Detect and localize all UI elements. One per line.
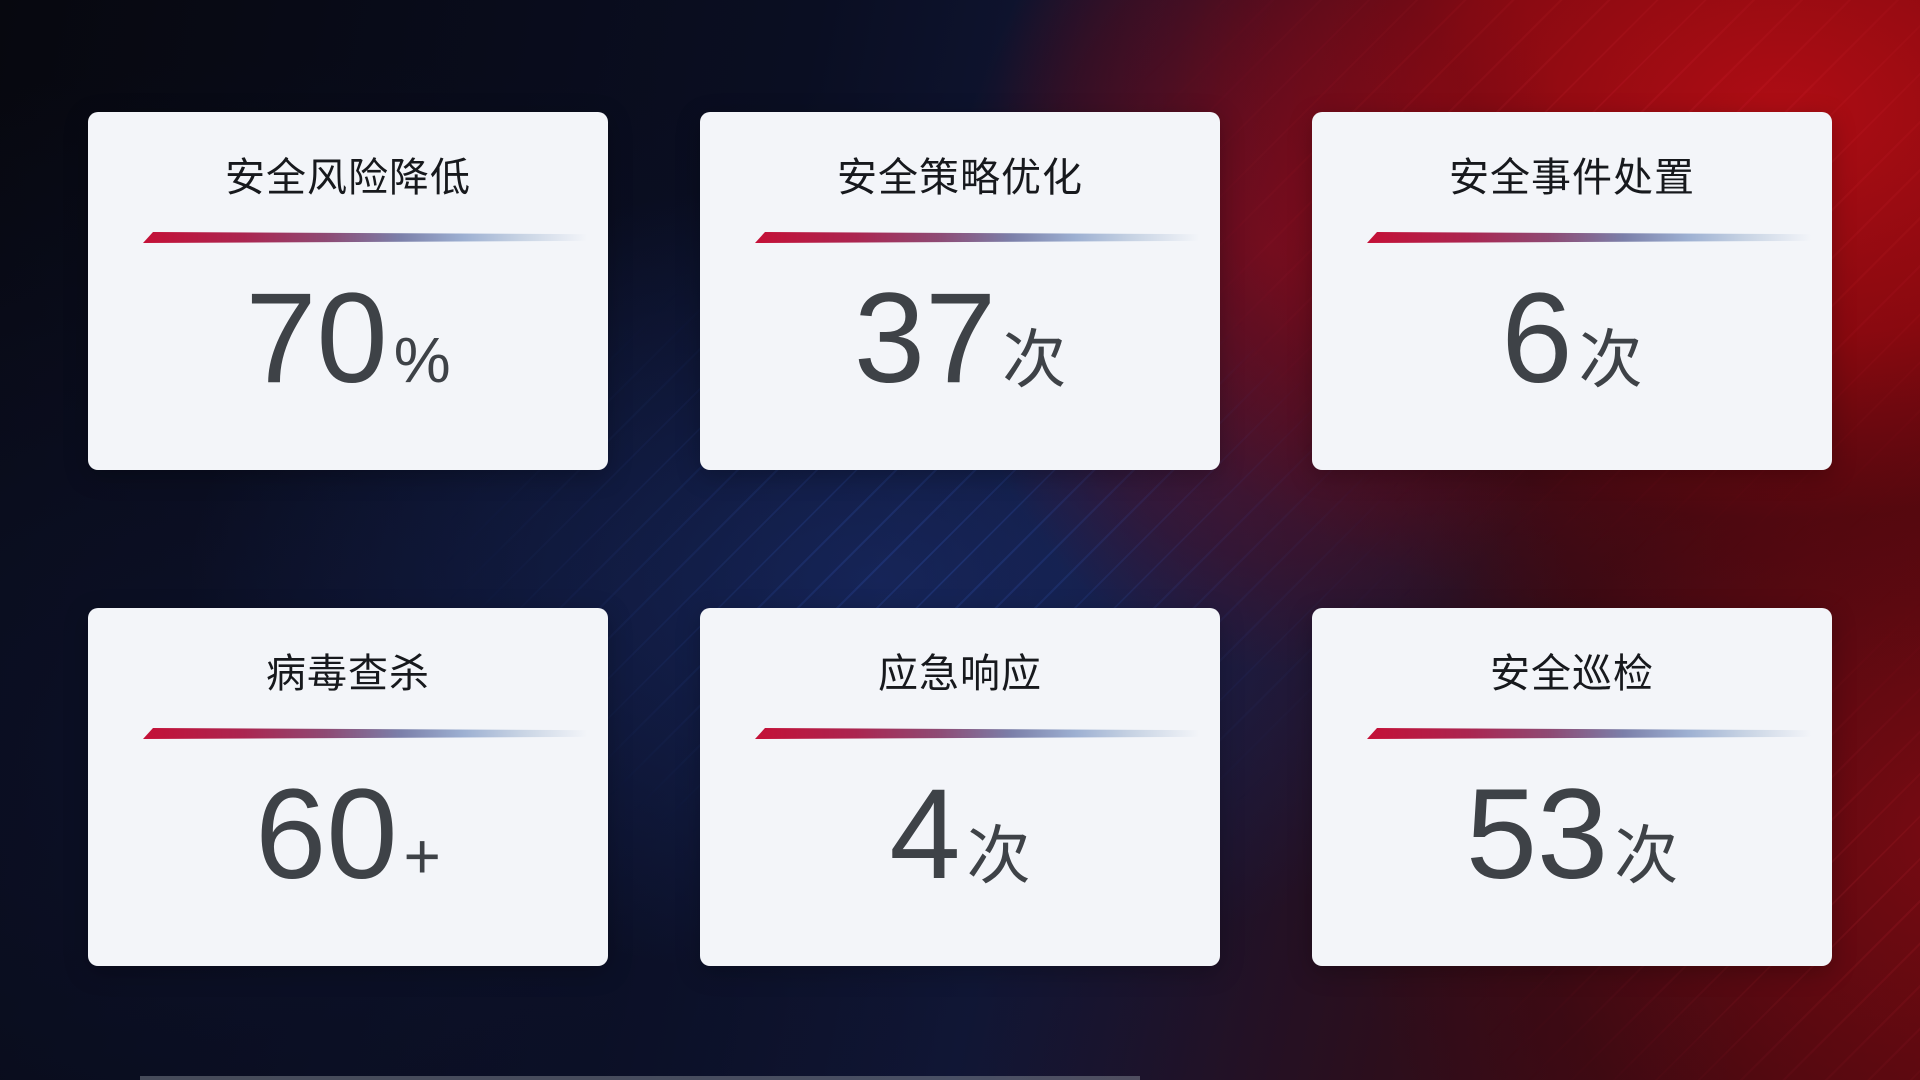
card-value: 6 次 (1312, 243, 1832, 470)
value-number: 37 (853, 266, 997, 410)
value-number: 53 (1465, 762, 1609, 906)
value-number: 60 (255, 762, 398, 906)
gradient-divider (755, 728, 1213, 739)
value-number: 70 (245, 266, 388, 410)
card-value: 53 次 (1312, 739, 1832, 966)
stat-card-incident-handling: 安全事件处置 6 次 (1312, 112, 1832, 470)
card-value: 37 次 (700, 243, 1220, 470)
value-unit: 次 (966, 819, 1031, 892)
value-unit: 次 (1614, 819, 1679, 892)
card-title: 安全策略优化 (837, 156, 1083, 200)
value-unit: 次 (1002, 323, 1067, 396)
value-group: 53 次 (1465, 762, 1679, 906)
value-group: 60 + (255, 762, 441, 906)
value-group: 6 次 (1501, 266, 1643, 410)
gradient-divider (1367, 728, 1825, 739)
stat-card-virus-scan: 病毒查杀 60 + (88, 608, 608, 966)
gradient-divider (143, 232, 601, 243)
card-title: 应急响应 (878, 652, 1042, 696)
stat-card-risk-reduction: 安全风险降低 70 % (88, 112, 608, 470)
stats-grid: 安全风险降低 70 % 安全策略优化 37 次 安全事件处置 (88, 112, 1832, 966)
value-unit: % (393, 323, 451, 396)
card-title: 安全巡检 (1490, 652, 1654, 696)
gradient-divider (143, 728, 601, 739)
value-number: 4 (889, 762, 961, 906)
value-group: 4 次 (889, 762, 1031, 906)
stat-card-security-inspection: 安全巡检 53 次 (1312, 608, 1832, 966)
value-number: 6 (1501, 266, 1573, 410)
value-unit: 次 (1578, 323, 1643, 396)
stat-card-policy-optimization: 安全策略优化 37 次 (700, 112, 1220, 470)
card-value: 4 次 (700, 739, 1220, 966)
value-group: 70 % (245, 266, 451, 410)
value-unit: + (403, 819, 441, 892)
card-value: 60 + (88, 739, 608, 966)
bottom-decor-strip (140, 1076, 1140, 1080)
card-title: 安全风险降低 (225, 156, 471, 200)
card-value: 70 % (88, 243, 608, 470)
stat-card-emergency-response: 应急响应 4 次 (700, 608, 1220, 966)
gradient-divider (755, 232, 1213, 243)
card-title: 安全事件处置 (1449, 156, 1695, 200)
value-group: 37 次 (853, 266, 1067, 410)
gradient-divider (1367, 232, 1825, 243)
card-title: 病毒查杀 (266, 652, 430, 696)
